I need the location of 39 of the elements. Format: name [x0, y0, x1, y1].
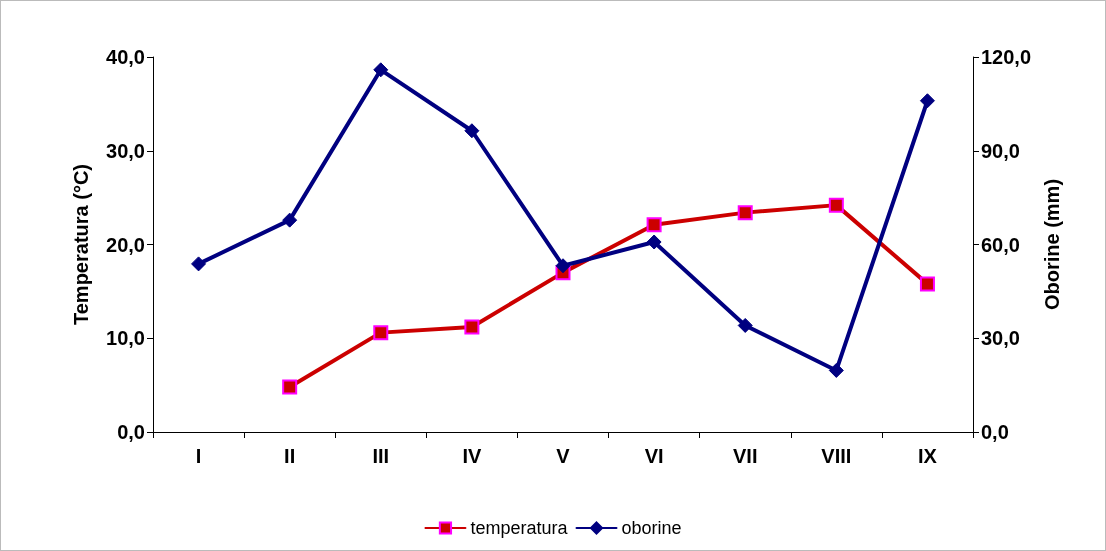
y2-tick-label: 120,0 — [981, 46, 1032, 68]
x-tick-label: VIII — [821, 445, 852, 467]
point — [828, 197, 844, 213]
point — [646, 234, 662, 250]
point — [373, 62, 389, 78]
point — [646, 217, 662, 233]
point — [373, 325, 389, 341]
x-tick-label: VI — [644, 445, 664, 467]
point — [828, 362, 844, 378]
y-tick-label: 20,0 — [106, 233, 145, 256]
x-tick-label: II — [284, 445, 296, 467]
point — [464, 123, 480, 139]
point — [919, 276, 935, 292]
point — [464, 319, 480, 335]
legend-label: temperatura — [470, 518, 569, 538]
point — [191, 256, 207, 272]
point — [282, 379, 298, 395]
y2-axis-title: Oborine (mm) — [1040, 178, 1063, 311]
x-tick-label: VII — [733, 445, 758, 467]
y-tick-label: 30,0 — [106, 139, 145, 162]
x-tick-label: IV — [462, 445, 482, 467]
y2-tick-label: 90,0 — [981, 139, 1020, 162]
point — [282, 212, 298, 228]
point — [555, 258, 571, 274]
x-tick-label: III — [372, 445, 390, 467]
legend-label: oborine — [621, 518, 682, 538]
y-tick-label: 0,0 — [117, 421, 145, 443]
y2-tick-label: 0,0 — [981, 421, 1009, 443]
y2-tick-label: 30,0 — [981, 327, 1020, 350]
y2-tick-label: 60,0 — [981, 233, 1020, 256]
x-tick-label: I — [195, 445, 202, 467]
y-tick-label: 40,0 — [106, 46, 145, 68]
point — [737, 205, 753, 221]
y-tick-label: 10,0 — [106, 327, 145, 350]
point — [737, 317, 753, 333]
y-axis-title: Temperatura (°C) — [70, 164, 92, 325]
x-tick-label: V — [556, 445, 571, 467]
point — [919, 93, 935, 109]
x-tick-label: IX — [917, 445, 938, 467]
